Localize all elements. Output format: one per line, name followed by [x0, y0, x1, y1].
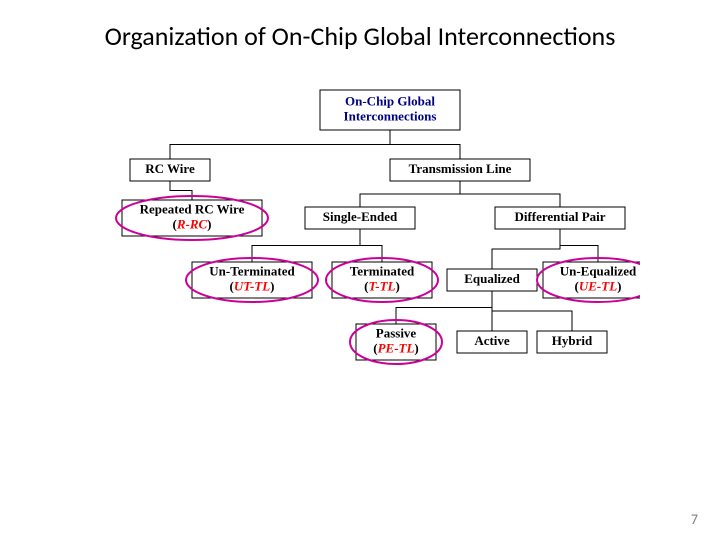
- node-se: Single-Ended: [305, 207, 415, 229]
- node-label: Un-Terminated: [209, 263, 295, 278]
- page-number: 7: [691, 511, 698, 528]
- node-ut: Un-Terminated(UT-TL): [186, 258, 318, 302]
- node-passive: Passive(PE-TL): [350, 320, 442, 364]
- node-label: Differential Pair: [514, 209, 605, 224]
- org-tree-diagram: On-Chip GlobalInterconnections RC Wire Tra…: [100, 80, 640, 380]
- connector: [360, 181, 460, 207]
- node-rc: RC Wire: [130, 159, 210, 181]
- node-root: On-Chip GlobalInterconnections: [320, 90, 460, 130]
- node-active: Active: [457, 331, 527, 353]
- node-label: Single-Ended: [323, 209, 398, 224]
- node-dp: Differential Pair: [495, 207, 625, 229]
- node-label: Hybrid: [552, 333, 593, 348]
- node-label: Repeated RC Wire: [140, 201, 245, 216]
- connector: [460, 181, 560, 207]
- connector: [560, 229, 598, 262]
- node-label: On-Chip Global: [345, 93, 435, 108]
- node-label: Active: [474, 333, 510, 348]
- node-abbrev: (R-RC): [172, 216, 211, 231]
- node-abbrev: (UT-TL): [229, 278, 274, 293]
- node-hybrid: Hybrid: [537, 331, 607, 353]
- connector: [170, 130, 390, 159]
- node-abbrev: (T-TL): [364, 278, 400, 293]
- node-label: Un-Equalized: [560, 263, 637, 278]
- node-label: Interconnections: [344, 108, 437, 123]
- node-abbrev: (UE-TL): [575, 278, 622, 293]
- connector: [252, 229, 360, 262]
- node-t: Terminated(T-TL): [326, 258, 438, 302]
- node-rrc: Repeated RC Wire(R-RC): [116, 196, 268, 240]
- node-tl: Transmission Line: [390, 159, 530, 181]
- node-label: RC Wire: [145, 161, 195, 176]
- node-label: Equalized: [464, 271, 520, 286]
- node-label: Terminated: [350, 263, 415, 278]
- node-abbrev: (PE-TL): [373, 340, 419, 355]
- connector: [390, 130, 460, 159]
- node-label: Passive: [376, 325, 417, 340]
- node-eq: Equalized: [447, 269, 537, 291]
- node-ue: Un-Equalized(UE-TL): [537, 258, 640, 302]
- node-label: Transmission Line: [409, 161, 512, 176]
- slide-title: Organization of On-Chip Global Interconn…: [0, 20, 720, 52]
